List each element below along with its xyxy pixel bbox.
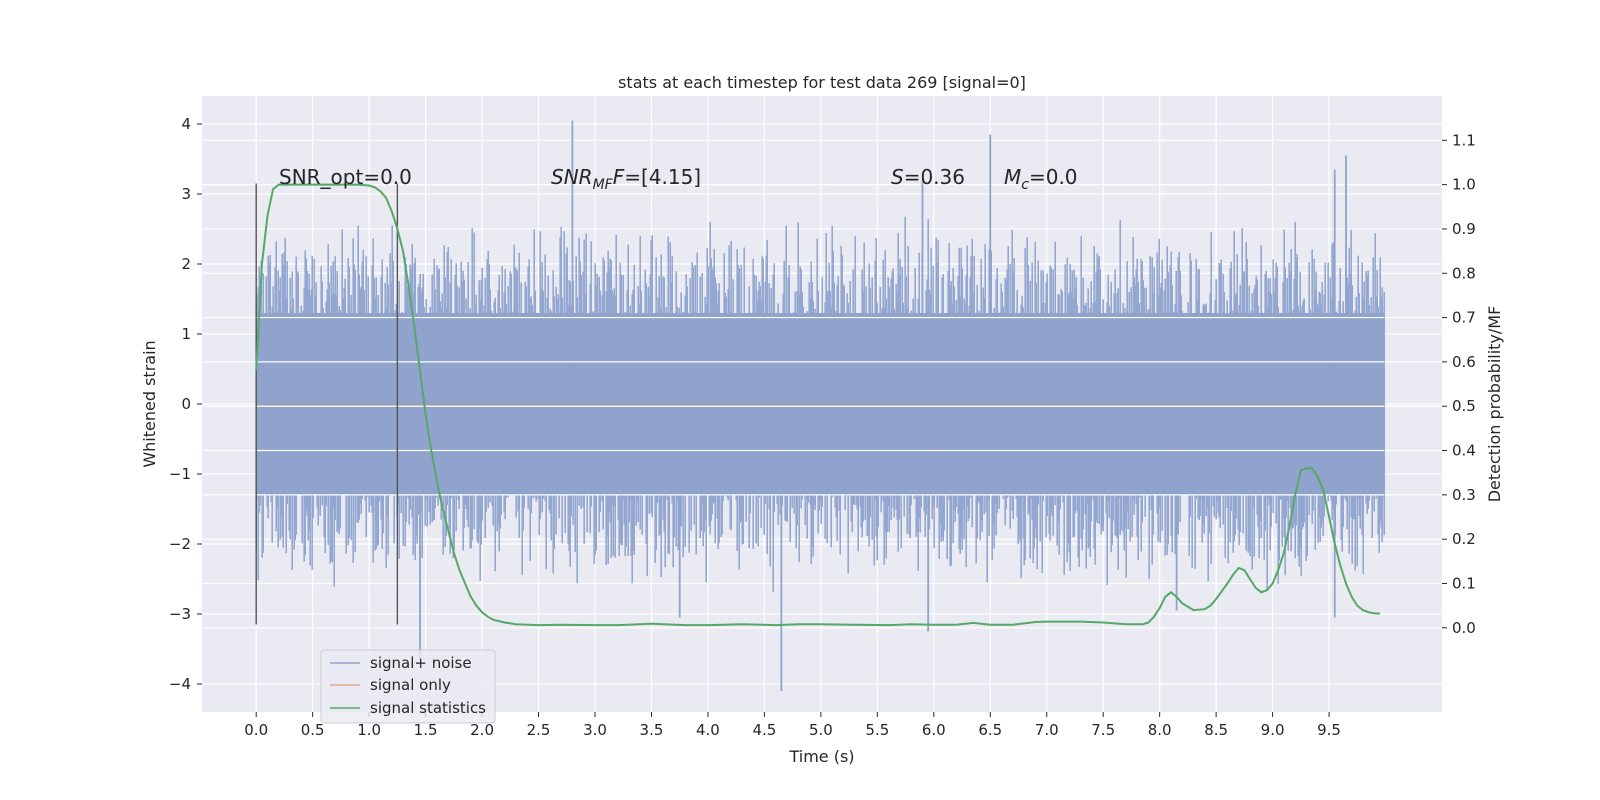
x-tick-label: 3.0 [583,721,607,739]
x-tick-label: 8.5 [1204,721,1228,739]
y2-tick-label: 0.2 [1452,530,1476,548]
y-tick-label: 1 [181,325,191,343]
y2-tick-label: 0.1 [1452,574,1476,592]
x-axis-ticks: 0.0 0.5 1.0 1.5 2.0 2.5 3.0 3.5 4.0 4.5 5.0 5.5 6.0 6… [244,712,1341,739]
series-layer [255,120,1386,691]
y2-tick-label: 0.6 [1452,353,1476,371]
y2-tick-label: 1.0 [1452,176,1476,194]
y2-tick-label: 0.4 [1452,442,1476,460]
y2-tick-label: 0.8 [1452,264,1476,282]
series-signal-statistics [255,183,1380,627]
x-tick-label: 5.5 [865,721,889,739]
x-tick-label: 3.5 [640,721,664,739]
x-tick-label: 0.0 [244,721,268,739]
x-tick-label: 4.5 [752,721,776,739]
y-axis-ticks: 4 3 2 1 0 −1 −2 −3 −4 [169,115,202,693]
y-tick-label: 4 [181,115,191,133]
y-axis-label: Whitened strain [140,340,159,467]
signal-noise-core [256,313,1385,495]
x-tick-label: 5.0 [809,721,833,739]
x-tick-label: 1.0 [357,721,381,739]
annotation-snr-opt: SNR_opt=0.0 [279,165,412,189]
x-tick-label: 7.0 [1035,721,1059,739]
legend-label-signal-statistics: signal statistics [370,699,486,717]
x-tick-label: 4.0 [696,721,720,739]
marker-lines [255,183,1380,627]
y-tick-label: 0 [181,395,191,413]
x-tick-label: 9.0 [1261,721,1285,739]
y2-tick-label: 0.3 [1452,486,1476,504]
legend-label-signal-only: signal only [370,676,451,694]
y-tick-label: 2 [181,255,191,273]
x-tick-label: 6.5 [978,721,1002,739]
x-tick-label: 9.5 [1317,721,1341,739]
y2-tick-label: 0.7 [1452,309,1476,327]
annotation-snr-mf: SNRMFF=[4.15] [551,165,701,193]
x-tick-label: 2.0 [470,721,494,739]
annotation-s: S=0.36 [891,165,965,189]
legend-box [320,649,496,724]
x-tick-label: 1.5 [414,721,438,739]
y-tick-label: −2 [169,535,191,553]
y2-tick-label: 0.9 [1452,220,1476,238]
x-axis-label: Time (s) [788,747,854,766]
x-tick-label: 6.0 [922,721,946,739]
x-tick-label: 2.5 [527,721,551,739]
y2-tick-label: 0.5 [1452,397,1476,415]
y2-tick-label: 0.0 [1452,619,1476,637]
chart-title: stats at each timestep for test data 269… [618,73,1026,92]
y2-tick-label: 1.1 [1452,131,1476,149]
x-tick-label: 7.5 [1091,721,1115,739]
y-tick-label: −1 [169,465,191,483]
x-tick-label: 8.0 [1148,721,1172,739]
y-tick-label: 3 [181,185,191,203]
annotation-mc: Mc=0.0 [1004,165,1078,193]
y2-axis-label: Detection probability/MF [1485,306,1504,503]
legend: signal+ noise signal only signal statist… [320,649,496,724]
y2-axis-ticks: 1.1 1.0 0.9 0.8 0.7 0.6 0.5 0.4 0.3 0.2 0.1 0.0 [1442,131,1476,637]
legend-label-signal-noise: signal+ noise [370,654,472,672]
x-tick-label: 0.5 [301,721,325,739]
y-tick-label: −3 [169,605,191,623]
y-tick-label: −4 [169,675,191,693]
